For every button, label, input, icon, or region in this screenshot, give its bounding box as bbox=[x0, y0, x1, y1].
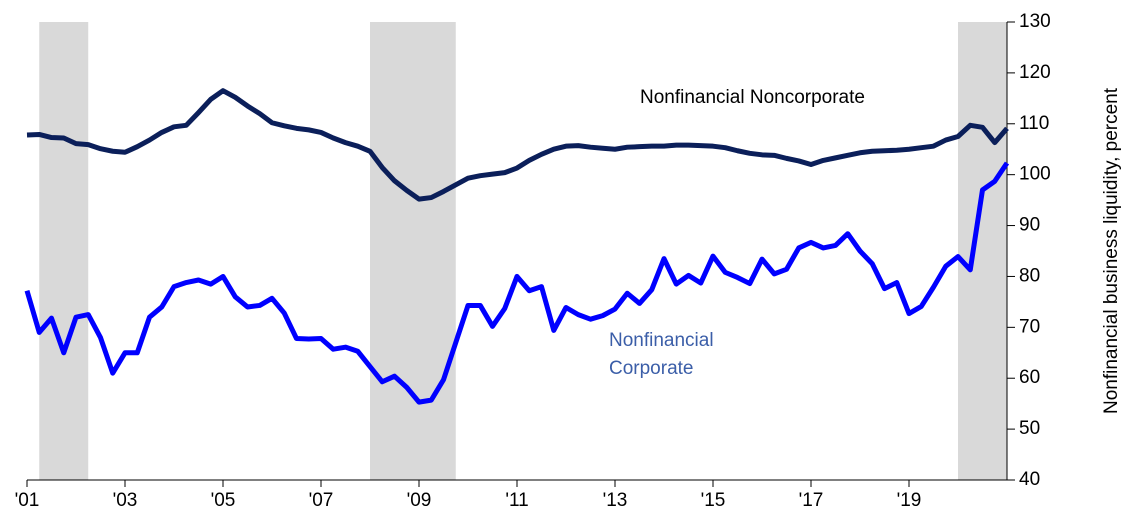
series-line bbox=[24, 161, 1010, 405]
recession-shade bbox=[39, 22, 89, 480]
x-tick-label: '15 bbox=[701, 490, 726, 511]
x-tick-label: '05 bbox=[211, 490, 236, 511]
y-tick-label: 130 bbox=[1019, 11, 1051, 32]
annotation: Nonfinancial bbox=[609, 330, 714, 351]
y-tick-label: 50 bbox=[1019, 418, 1040, 439]
series-line bbox=[26, 88, 1009, 202]
x-tick-label: '07 bbox=[309, 490, 334, 511]
x-tick-label: '03 bbox=[113, 490, 138, 511]
x-tick-label: '01 bbox=[15, 490, 40, 511]
x-tick-label: '11 bbox=[505, 490, 528, 511]
y-tick-label: 80 bbox=[1019, 265, 1040, 286]
recession-shade bbox=[958, 22, 1007, 480]
x-tick-label: '09 bbox=[407, 490, 432, 511]
annotation: Nonfinancial Noncorporate bbox=[640, 87, 865, 108]
y-axis-label: Nonfinancial business liquidity, percent bbox=[1101, 87, 1122, 414]
x-tick-label: '19 bbox=[897, 490, 922, 511]
y-tick-label: 90 bbox=[1019, 215, 1040, 236]
recession-shade bbox=[370, 22, 456, 480]
y-tick-label: 60 bbox=[1019, 367, 1040, 388]
y-tick-label: 70 bbox=[1019, 316, 1040, 337]
y-tick-label: 40 bbox=[1019, 469, 1040, 490]
y-tick-label: 110 bbox=[1019, 113, 1049, 134]
y-tick-label: 100 bbox=[1019, 164, 1051, 185]
x-tick-label: '17 bbox=[799, 490, 824, 511]
x-tick-label: '13 bbox=[603, 490, 628, 511]
annotation: Corporate bbox=[609, 358, 694, 379]
y-tick-label: 120 bbox=[1019, 62, 1051, 83]
